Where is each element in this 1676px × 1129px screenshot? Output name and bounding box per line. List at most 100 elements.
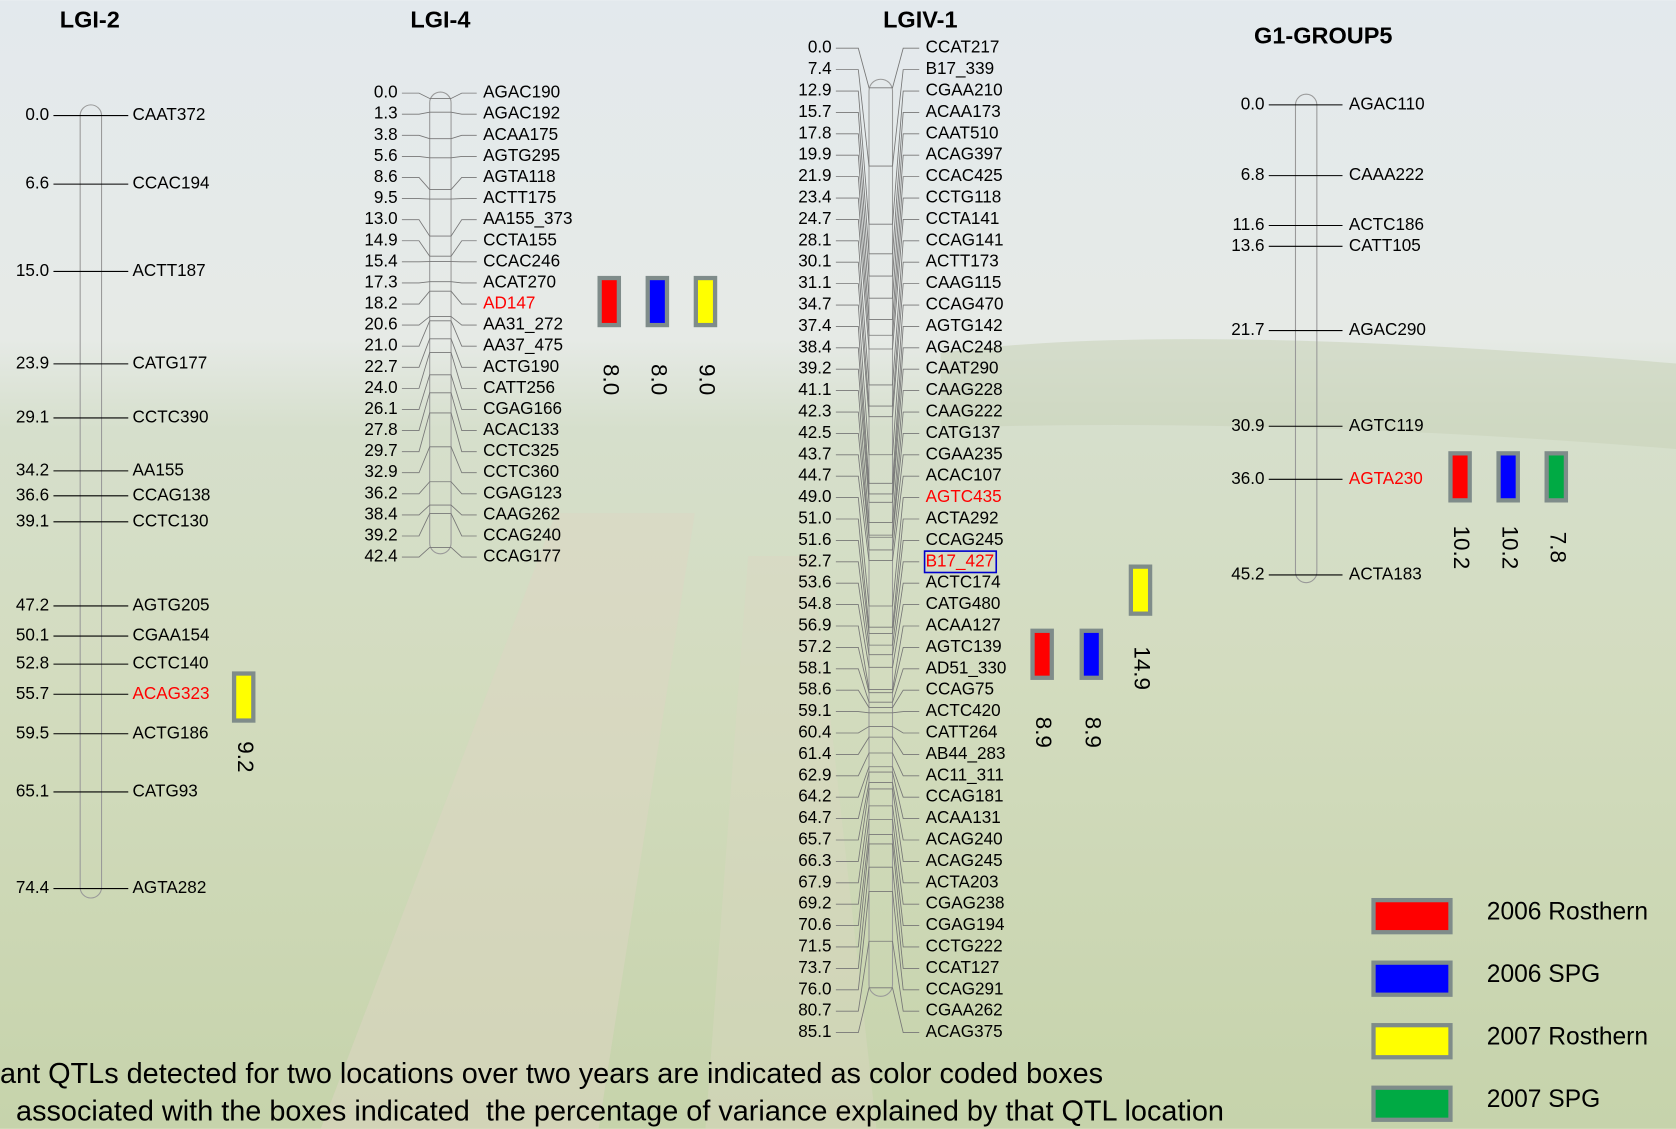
- marker-name: ACAG240: [926, 830, 1003, 849]
- marker-position: 0.0: [25, 105, 49, 124]
- marker-position: 55.7: [16, 684, 49, 703]
- marker-position: 5.6: [374, 146, 398, 165]
- marker-position: 58.1: [798, 658, 831, 677]
- marker-name: CATG177: [133, 353, 208, 372]
- marker-position: 74.4: [16, 878, 49, 897]
- marker-name: CAAA222: [1349, 165, 1424, 184]
- marker-name: CAAG228: [926, 380, 1003, 399]
- marker-name: CCTG118: [926, 188, 1002, 207]
- marker-name: AD147: [483, 294, 535, 313]
- marker-position: 62.9: [798, 765, 831, 784]
- legend-swatch: [1374, 900, 1451, 932]
- marker-position: 60.4: [798, 723, 831, 742]
- marker-position: 73.7: [798, 958, 831, 977]
- marker-name: ACTG190: [483, 357, 559, 376]
- marker-name: CGAA262: [926, 1001, 1003, 1020]
- marker-position: 42.4: [364, 547, 397, 566]
- marker-position: 39.2: [364, 526, 397, 545]
- marker-name: CCTC325: [483, 441, 559, 460]
- marker-name: CCAC194: [133, 174, 210, 193]
- marker-position: 56.9: [798, 616, 831, 635]
- qtl-label: 7.8: [1545, 532, 1570, 563]
- marker-name: CAAT290: [926, 359, 999, 378]
- marker-name: B17_427: [926, 551, 994, 570]
- marker-name: B17_339: [926, 59, 994, 78]
- marker-name: CAAT510: [926, 123, 999, 142]
- marker-name: CCAG291: [926, 979, 1004, 998]
- marker-position: 39.1: [16, 511, 49, 530]
- marker-name: CCAG75: [926, 680, 994, 699]
- marker-name: AGAC248: [926, 337, 1003, 356]
- group-title: LGI-2: [60, 7, 120, 33]
- marker-name: CCTC140: [133, 654, 209, 673]
- marker-name: AC11_311: [926, 765, 1004, 784]
- marker-name: CCAG177: [483, 547, 561, 566]
- marker-name: AGTG205: [133, 595, 210, 614]
- marker-position: 9.5: [374, 188, 398, 207]
- marker-position: 52.7: [798, 551, 831, 570]
- marker-name: CCTG222: [926, 937, 1003, 956]
- marker-name: ACAC133: [483, 420, 559, 439]
- marker-name: AD51_330: [926, 658, 1007, 677]
- marker-position: 70.6: [798, 915, 831, 934]
- marker-position: 52.8: [16, 654, 49, 673]
- marker-position: 71.5: [798, 937, 831, 956]
- marker-position: 61.4: [798, 744, 831, 763]
- qtl-label: 10.2: [1449, 526, 1474, 570]
- marker-position: 51.0: [798, 509, 831, 528]
- footer-text: associated with the boxes indicated the …: [0, 1095, 1224, 1127]
- marker-position: 49.0: [798, 487, 831, 506]
- qtl-box: [600, 278, 619, 325]
- marker-position: 17.8: [798, 123, 831, 142]
- marker-name: AGTA230: [1349, 469, 1423, 488]
- marker-name: CCAC246: [483, 251, 560, 270]
- marker-position: 51.6: [798, 530, 831, 549]
- marker-position: 31.1: [798, 273, 831, 292]
- marker-position: 58.6: [798, 680, 831, 699]
- marker-name: CCTC130: [133, 511, 209, 530]
- marker-name: CAAG222: [926, 402, 1003, 421]
- marker-position: 42.3: [798, 402, 831, 421]
- marker-name: ACTA183: [1349, 564, 1422, 583]
- qtl-label: 8.0: [646, 364, 671, 395]
- marker-position: 21.9: [798, 166, 831, 185]
- qtl-label: 9.2: [233, 741, 258, 772]
- marker-position: 67.9: [798, 872, 831, 891]
- marker-position: 24.0: [364, 378, 397, 397]
- marker-name: ACAG323: [133, 684, 210, 703]
- marker-position: 26.1: [364, 399, 397, 418]
- marker-name: CGAG194: [926, 915, 1005, 934]
- marker-position: 3.8: [374, 125, 398, 144]
- group-title: LGIV-1: [883, 7, 957, 33]
- qtl-label: 14.9: [1130, 646, 1155, 690]
- marker-position: 69.2: [798, 894, 831, 913]
- marker-name: CGAG238: [926, 894, 1005, 913]
- marker-position: 0.0: [808, 38, 832, 57]
- qtl-label: 8.9: [1031, 717, 1056, 748]
- marker-position: 65.1: [16, 781, 49, 800]
- marker-name: ACTT187: [133, 261, 206, 280]
- marker-name: ACAA127: [926, 616, 1001, 635]
- marker-name: CGAA154: [133, 626, 210, 645]
- marker-position: 34.7: [798, 295, 831, 314]
- marker-position: 42.5: [798, 423, 831, 442]
- qtl-label: 9.0: [695, 364, 720, 395]
- qtl-box: [234, 674, 253, 721]
- marker-name: ACTA203: [926, 872, 999, 891]
- linkage-map: LGI-20.0CAAT3726.6CCAC19415.0ACTT18723.9…: [0, 0, 1676, 1129]
- marker-name: AGAC290: [1349, 320, 1426, 339]
- marker-name: CCTA155: [483, 230, 557, 249]
- marker-position: 54.8: [798, 594, 831, 613]
- marker-position: 15.4: [364, 251, 397, 270]
- marker-name: ACTT175: [483, 188, 556, 207]
- marker-position: 80.7: [798, 1001, 831, 1020]
- marker-position: 13.6: [1231, 236, 1264, 255]
- marker-name: CATT105: [1349, 236, 1421, 255]
- legend-label: 2006 Rosthern: [1487, 898, 1648, 925]
- marker-position: 34.2: [16, 460, 49, 479]
- marker-position: 15.7: [798, 102, 831, 121]
- marker-name: CATG137: [926, 423, 1001, 442]
- marker-name: AGTG142: [926, 316, 1003, 335]
- marker-name: AB44_283: [926, 744, 1006, 763]
- marker-position: 29.1: [16, 407, 49, 426]
